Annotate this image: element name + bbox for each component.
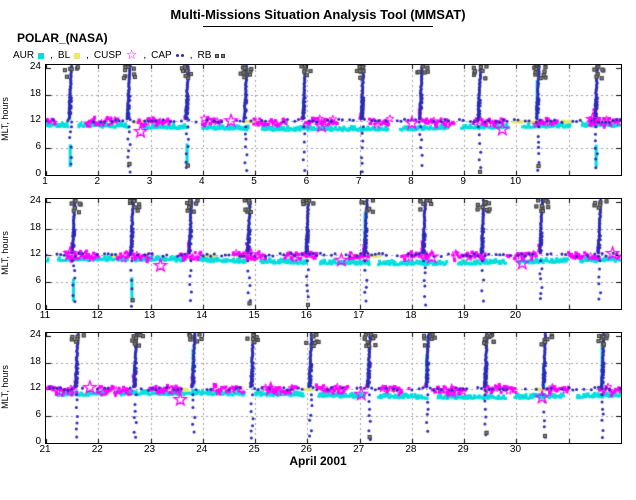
y-tick-label: 0 <box>35 168 41 179</box>
x-axis-ticks: 21 22 23 24 25 26 27 28 29 30 <box>39 444 620 456</box>
y-axis-label: MLT, hours <box>0 231 10 275</box>
y-axis-ticks: 0 6 12 18 24 <box>18 60 43 179</box>
bl-marker-icon <box>73 52 81 59</box>
title-underline <box>203 26 433 27</box>
x-axis-ticks: 11 12 13 14 15 16 17 18 19 20 <box>40 310 620 322</box>
x-tick-label: 16 <box>300 310 312 321</box>
x-tick-label: 27 <box>353 444 365 455</box>
x-tick-label: 9 <box>460 176 466 187</box>
y-tick-label: 0 <box>35 436 41 447</box>
x-tick-label: 18 <box>405 310 417 321</box>
legend-item-aur: AUR <box>13 50 45 61</box>
y-tick-label: 12 <box>29 114 41 126</box>
x-tick-label: 17 <box>353 310 365 321</box>
x-tick-label: 11 <box>39 310 51 321</box>
rb-marker-icon <box>214 53 226 58</box>
y-tick-label: 6 <box>35 409 41 421</box>
legend-separator: , <box>50 50 53 61</box>
x-tick-label: 13 <box>143 310 156 321</box>
y-tick-label: 18 <box>29 355 41 367</box>
y-axis-ticks: 0 6 12 18 24 <box>18 194 43 313</box>
x-tick-label: 12 <box>91 310 103 321</box>
x-tick-label: 4 <box>199 176 205 187</box>
cusp-marker-icon: ☆ <box>125 48 138 63</box>
y-axis-ticks: 0 6 12 18 24 <box>18 328 43 447</box>
x-tick-label: 10 <box>509 176 522 187</box>
x-tick-label: 21 <box>39 444 51 455</box>
y-tick-label: 18 <box>29 87 41 99</box>
plot-panel-2: MLT, hours 0 6 12 18 24 11 12 13 14 15 16 17 18 19 20 <box>0 195 622 321</box>
x-tick-label: 22 <box>91 444 103 455</box>
x-tick-label: 7 <box>355 176 362 187</box>
plot-canvas-3 <box>45 332 622 444</box>
legend: AUR, BL, CUSP ☆, CAP, RB <box>13 49 226 62</box>
legend-separator: , <box>143 50 147 61</box>
y-tick-label: 24 <box>29 328 41 340</box>
cap-marker-icon <box>175 54 185 57</box>
y-tick-label: 18 <box>29 221 41 233</box>
x-tick-label: 5 <box>251 176 257 187</box>
legend-label: RB <box>197 50 212 61</box>
x-tick-label: 24 <box>196 444 208 455</box>
y-tick-label: 6 <box>35 141 41 153</box>
y-axis-label: MLT, hours <box>0 97 10 141</box>
plots-container: MLT, hours 0 6 12 18 24 1 2 3 4 5 6 7 8 9 10 MLT, hou… <box>0 61 622 466</box>
plot-canvas-1 <box>45 64 622 176</box>
legend-item-cap: CAP <box>151 50 185 61</box>
page-title: Multi-Missions Situation Analysis Tool (… <box>170 7 466 22</box>
x-tick-label: 6 <box>303 176 310 187</box>
y-tick-label: 24 <box>29 194 41 206</box>
y-tick-label: 6 <box>35 275 41 287</box>
plot-canvas-2 <box>45 198 622 310</box>
x-axis-title: April 2001 <box>289 454 347 468</box>
plot-panel-3: MLT, hours 0 6 12 18 24 21 22 23 24 25 26 27 28 29 30 <box>0 329 622 455</box>
x-tick-label: 15 <box>248 310 260 321</box>
x-tick-label: 19 <box>457 310 469 321</box>
x-tick-label: 23 <box>143 444 156 455</box>
x-tick-label: 28 <box>405 444 417 455</box>
legend-separator: , <box>189 50 193 61</box>
x-tick-label: 14 <box>196 310 208 321</box>
mission-label: POLAR_(NASA) <box>17 31 108 45</box>
x-tick-label: 8 <box>408 176 414 187</box>
x-axis-ticks: 1 2 3 4 5 6 7 8 9 10 <box>42 176 620 188</box>
y-tick-label: 12 <box>29 248 41 260</box>
legend-item-rb: RB <box>198 50 227 61</box>
aur-marker-icon <box>37 52 45 59</box>
plot-panel-1: MLT, hours 0 6 12 18 24 1 2 3 4 5 6 7 8 9 10 <box>0 61 622 187</box>
x-tick-label: 25 <box>248 444 260 455</box>
y-tick-label: 12 <box>29 382 41 394</box>
y-axis-label: MLT, hours <box>0 365 10 409</box>
legend-label: CAP <box>151 50 172 61</box>
legend-label: AUR <box>13 50 35 61</box>
x-tick-label: 29 <box>457 444 469 455</box>
x-tick-label: 2 <box>94 176 101 187</box>
legend-label: BL <box>57 50 71 61</box>
y-tick-label: 0 <box>35 302 41 313</box>
x-tick-label: 26 <box>300 444 312 455</box>
legend-separator: , <box>86 50 89 61</box>
y-tick-label: 24 <box>29 60 41 72</box>
legend-item-bl: BL <box>58 50 81 61</box>
x-tick-label: 20 <box>509 310 522 321</box>
legend-label: CUSP <box>93 50 122 61</box>
x-tick-label: 1 <box>42 176 48 187</box>
x-tick-label: 30 <box>509 444 522 455</box>
legend-item-cusp: CUSP ☆ <box>94 49 138 62</box>
x-tick-label: 3 <box>146 176 153 187</box>
